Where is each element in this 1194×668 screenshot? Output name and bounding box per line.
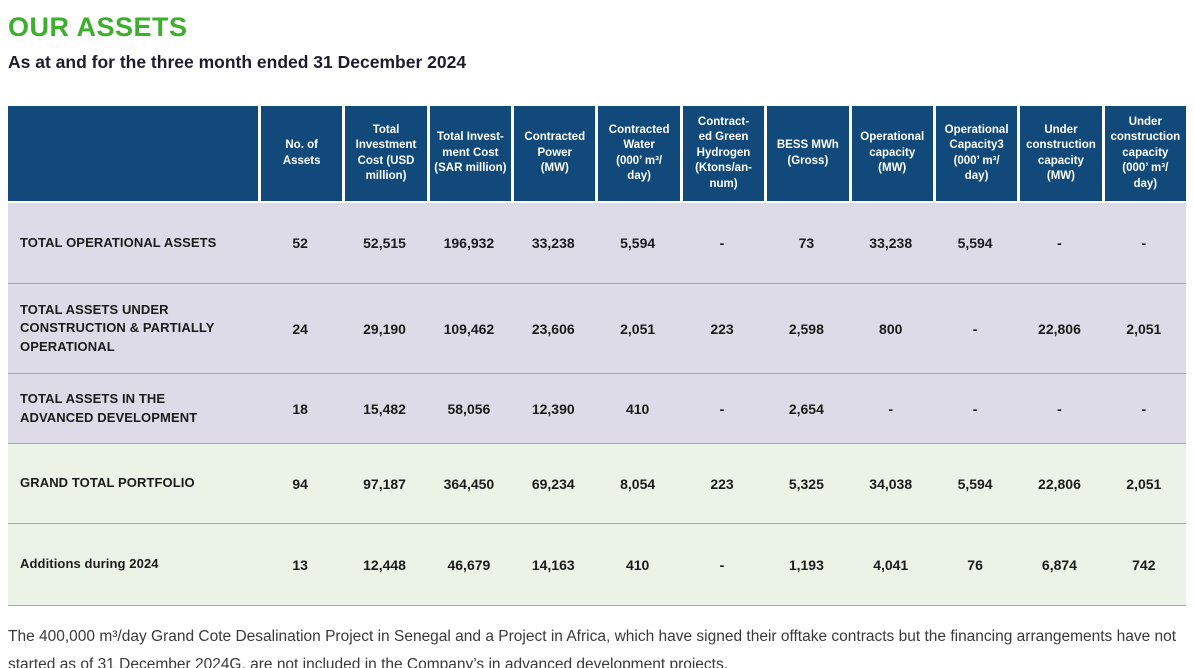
data-cell: 94 <box>292 475 308 492</box>
data-cell: 800 <box>879 320 903 337</box>
data-cell: - <box>1141 400 1147 417</box>
data-cell: - <box>972 320 978 337</box>
column-header: BESS MWh (Gross) <box>764 106 849 202</box>
data-cell: 223 <box>710 475 734 492</box>
column-header: Operational capacity (MW) <box>848 106 933 202</box>
column-header: Contracted Water (000’ m³/ day) <box>595 106 680 202</box>
page-title: OUR ASSETS <box>8 12 188 42</box>
data-cell: - <box>719 400 725 417</box>
data-cell: 29,190 <box>363 320 406 337</box>
row-label: TOTAL ASSETS UNDER CONSTRUCTION & PARTIA… <box>20 302 215 354</box>
column-header: Contract- ed Green Hydrogen (Ktons/an- n… <box>679 106 765 202</box>
data-cell: - <box>888 400 894 417</box>
column-header: Under construction capacity (MW) <box>1017 106 1102 202</box>
data-cell: 109,462 <box>443 320 495 337</box>
data-cell: 5,325 <box>788 475 824 492</box>
data-cell: - <box>719 235 725 252</box>
data-cell: 33,238 <box>531 235 575 252</box>
data-cell: 52 <box>292 235 308 252</box>
data-cell: 13 <box>292 556 308 573</box>
data-cell: 2,051 <box>1126 475 1162 492</box>
table-row: TOTAL OPERATIONAL ASSETS 52 52,515 196,932 3… <box>8 203 1186 284</box>
data-cell: 73 <box>798 235 815 252</box>
data-cell: - <box>1057 400 1062 417</box>
page-subtitle: As at and for the three month ended 31 D… <box>8 52 467 73</box>
data-cell: 4,041 <box>873 556 909 573</box>
data-cell: 22,806 <box>1038 320 1081 337</box>
table-row: TOTAL ASSETS IN THE ADVANCED DEVELOPMENT… <box>8 373 1186 444</box>
row-label: GRAND TOTAL PORTFOLIO <box>20 475 195 491</box>
data-cell: 223 <box>710 320 734 337</box>
data-cell: 14,163 <box>531 556 575 573</box>
data-cell: 58,056 <box>447 400 491 417</box>
data-cell: 5,594 <box>957 475 993 492</box>
data-cell: 8,054 <box>620 475 656 492</box>
data-cell: 34,038 <box>869 475 913 492</box>
data-cell: 410 <box>625 400 650 417</box>
footnote-text: The 400,000 m³/day Grand Cote Desalinati… <box>8 628 1177 668</box>
column-header: Operational Capacity3 (000’ m³/ day) <box>932 106 1018 202</box>
data-cell: 76 <box>967 556 983 573</box>
data-cell: 742 <box>1132 556 1156 573</box>
data-cell: 12,448 <box>363 556 406 573</box>
data-cell: 18 <box>292 400 308 417</box>
row-label: TOTAL ASSETS IN THE ADVANCED DEVELOPMENT <box>20 391 198 425</box>
data-cell: 69,234 <box>531 475 575 492</box>
data-cell: 23,606 <box>531 320 575 337</box>
column-header: No. of Assets <box>258 106 343 202</box>
data-cell: 22,806 <box>1038 475 1081 492</box>
data-cell: 2,051 <box>1126 320 1162 337</box>
table-row: Additions during 2024 13 12,448 46,679 14,16… <box>8 523 1186 606</box>
data-cell: 6,874 <box>1041 556 1077 573</box>
data-cell: 52,515 <box>363 235 406 252</box>
column-header: Total Invest- ment Cost (SAR million) <box>426 106 512 202</box>
data-cell: 97,187 <box>363 475 406 492</box>
data-cell: - <box>1141 235 1147 252</box>
table-header-row: No. of Assets Total Investment Cost (USD … <box>8 106 1186 202</box>
data-cell: 5,594 <box>620 235 656 252</box>
corner-header-cell <box>8 106 258 202</box>
table-row: TOTAL ASSETS UNDER CONSTRUCTION & PARTIA… <box>8 283 1186 374</box>
data-cell: 410 <box>625 556 650 573</box>
row-label: Additions during 2024 <box>20 556 159 572</box>
data-cell: 24 <box>292 320 308 337</box>
data-cell: 2,051 <box>620 320 656 337</box>
data-cell: 46,679 <box>447 556 491 573</box>
data-cell: 12,390 <box>531 400 575 417</box>
column-header: Total Investment Cost (USD million) <box>342 106 427 202</box>
data-cell: 1,193 <box>788 556 824 573</box>
data-cell: 2,654 <box>788 400 824 417</box>
data-cell: 33,238 <box>869 235 913 252</box>
table-body: TOTAL OPERATIONAL ASSETS 52 52,515 196,932 3… <box>8 203 1186 607</box>
data-cell: 364,450 <box>443 475 495 492</box>
data-cell: 5,594 <box>957 235 993 252</box>
row-label: TOTAL OPERATIONAL ASSETS <box>20 234 217 250</box>
data-cell: - <box>972 400 978 417</box>
data-cell: - <box>719 556 725 573</box>
table-row: GRAND TOTAL PORTFOLIO 94 97,187 364,450 69,2… <box>8 443 1186 524</box>
data-cell: 15,482 <box>363 400 406 417</box>
column-header: Under construction capacity (000’ m³/ da… <box>1101 106 1186 202</box>
data-cell: - <box>1057 235 1062 252</box>
column-header: Contracted Power (MW) <box>511 106 596 202</box>
data-cell: 196,932 <box>443 235 495 252</box>
data-cell: 2,598 <box>788 320 824 337</box>
assets-table: No. of Assets Total Investment Cost (USD … <box>8 106 1186 607</box>
